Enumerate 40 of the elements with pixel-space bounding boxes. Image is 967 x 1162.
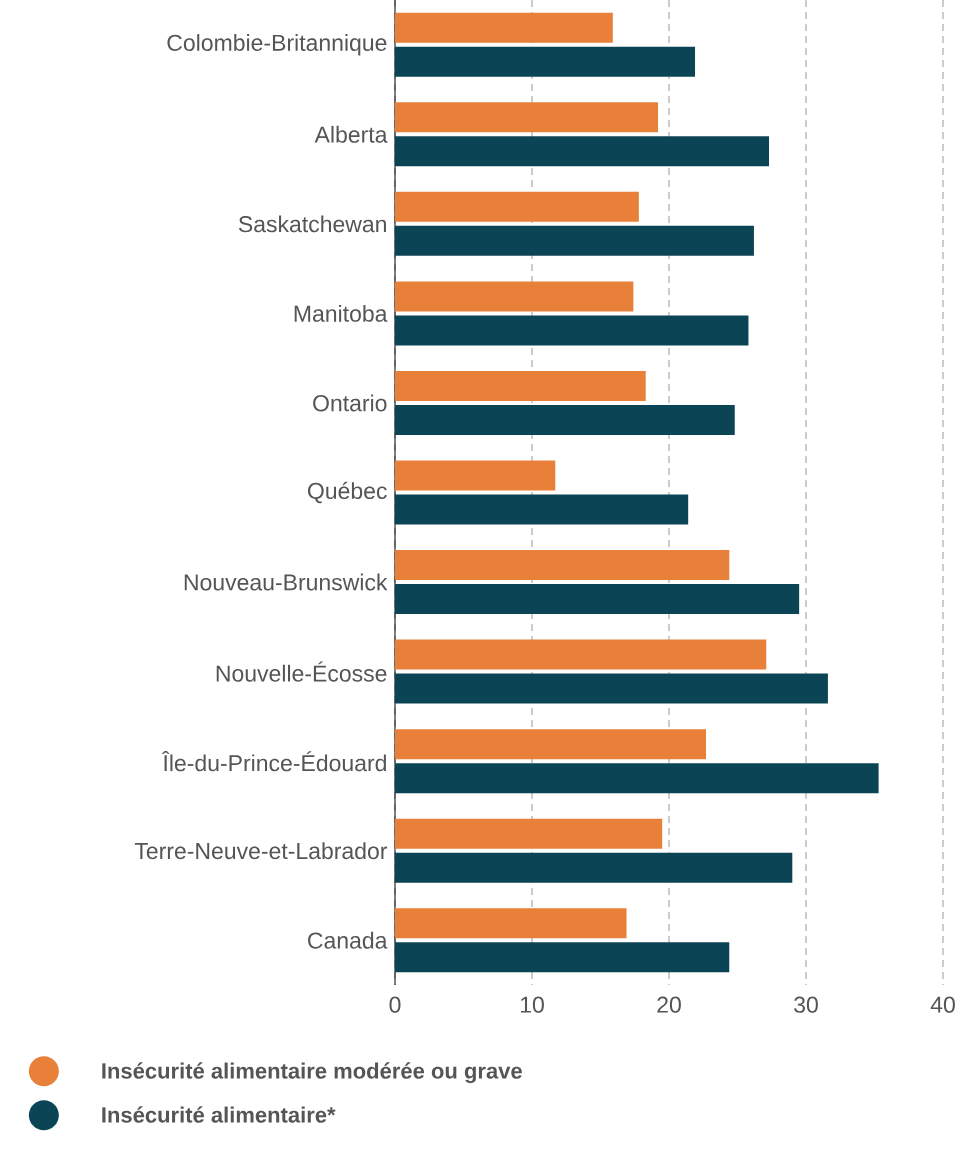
bar xyxy=(395,673,828,704)
bar xyxy=(395,404,735,435)
legend-label: Insécurité alimentaire modérée ou grave xyxy=(102,1062,522,1084)
bar xyxy=(395,494,689,525)
bar xyxy=(395,460,556,491)
bar xyxy=(395,370,646,401)
bar xyxy=(395,818,663,849)
y-tick-label: Nouvelle-Écosse xyxy=(216,661,387,682)
y-tick-label: Colombie-Britannique xyxy=(167,34,387,56)
y-tick-label: Saskatchewan xyxy=(238,215,386,233)
bar xyxy=(395,281,634,312)
bar xyxy=(395,102,659,133)
bar xyxy=(395,584,800,615)
x-tick-label: 30 xyxy=(794,996,818,1013)
y-tick-label: Nouveau-Brunswick xyxy=(184,573,388,591)
y-tick-label: Manitoba xyxy=(294,304,388,322)
bar xyxy=(395,191,639,222)
bar xyxy=(395,908,627,939)
x-tick-label: 10 xyxy=(520,996,544,1013)
legend-label: Insécurité alimentaire* xyxy=(102,1106,336,1123)
bar xyxy=(395,225,754,256)
bar xyxy=(395,729,706,760)
y-tick-label: Ontario xyxy=(313,394,387,412)
y-tick-label: Île-du-Prince-Édouard xyxy=(161,750,386,772)
y-tick-label: Terre-Neuve-et-Labrador xyxy=(134,842,388,860)
y-tick-label: Canada xyxy=(308,931,388,949)
x-tick-label: 40 xyxy=(930,996,955,1013)
bar xyxy=(395,550,730,581)
bar xyxy=(395,763,879,794)
x-tick-label: 20 xyxy=(657,996,681,1013)
bar xyxy=(395,942,730,973)
x-tick-label: 0 xyxy=(389,996,401,1013)
bar xyxy=(395,315,749,346)
bar xyxy=(395,639,767,670)
bar xyxy=(395,12,613,43)
y-tick-label: Alberta xyxy=(314,125,388,143)
y-tick-label: Québec xyxy=(307,481,387,504)
bar xyxy=(395,46,696,77)
bar xyxy=(395,852,793,883)
bar xyxy=(395,136,770,167)
